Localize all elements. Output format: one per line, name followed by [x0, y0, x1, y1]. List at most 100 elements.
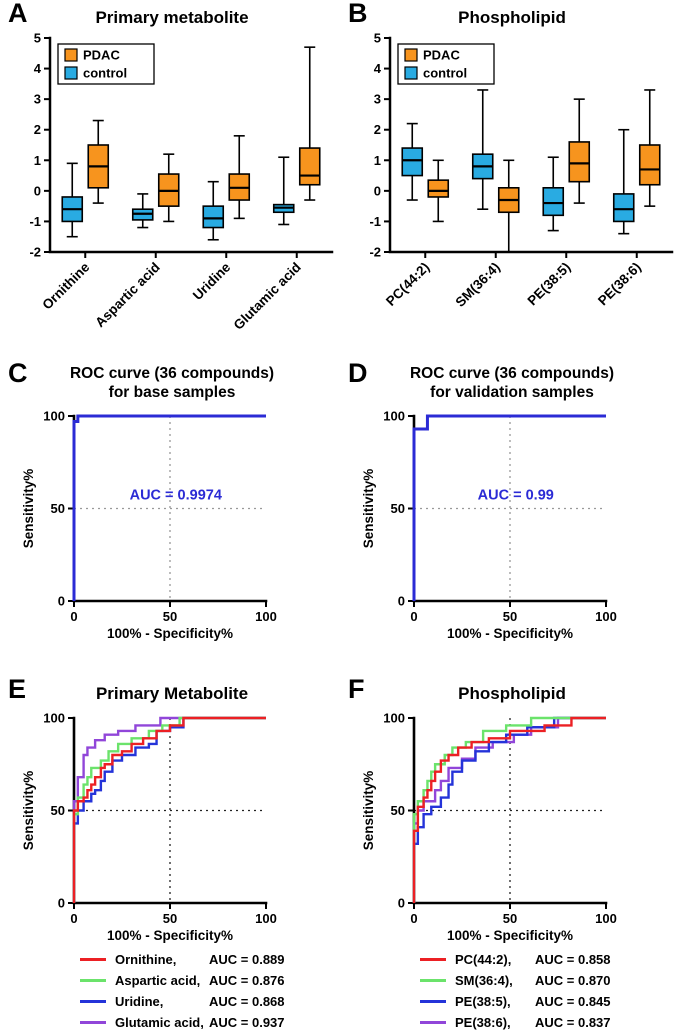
- svg-text:50: 50: [51, 803, 65, 818]
- roc-legend-compound-name: Ornithine,: [115, 952, 177, 967]
- panel-f-title: Phospholipid: [458, 684, 566, 703]
- svg-text:2: 2: [34, 122, 41, 137]
- roc-chart-base-samples: 0 50 100 0 50 100 100% - Specificity% Sensitivi…: [21, 409, 277, 642]
- svg-text:-2: -2: [369, 245, 381, 260]
- roc-legend-line-swatch: [420, 979, 446, 982]
- svg-text:Aspartic acid: Aspartic acid: [92, 260, 163, 331]
- svg-text:50: 50: [163, 609, 177, 624]
- roc-legend-line-swatch: [420, 1000, 446, 1003]
- panel-roc-phospholipid: F Phospholipid 0 50 100 0 50 100 100% - Specif…: [346, 674, 678, 1036]
- panel-f-label: F: [348, 674, 365, 704]
- svg-text:100: 100: [383, 409, 405, 424]
- panel-e-title: Primary Metabolite: [95, 684, 249, 703]
- panel-b-label: B: [348, 0, 368, 28]
- roc-legend-auc-value: AUC = 0.876: [209, 973, 285, 988]
- roc-legend-item: PE(38:6), AUC = 0.837: [420, 1015, 678, 1030]
- roc-chart-primary-metabolite: 0 50 100 0 50 100 100% - Specificity% Sensitivi…: [21, 711, 277, 944]
- svg-text:-1: -1: [29, 214, 41, 229]
- svg-text:Sensitivity%: Sensitivity%: [361, 469, 376, 549]
- panel-roc-primary-metabolite: E Primary Metabolite 0 50 100 0 50 100 100% - …: [6, 674, 338, 1036]
- svg-text:Sensitivity%: Sensitivity%: [21, 771, 36, 851]
- roc-legend-item: Uridine, AUC = 0.868: [80, 994, 338, 1009]
- svg-text:PDAC: PDAC: [423, 48, 460, 63]
- roc-legend-line-swatch: [80, 979, 106, 982]
- svg-text:50: 50: [391, 803, 405, 818]
- panel-phospholipid-box: B Phospholipid -2 -1 0 1 2 3 4 5 PC(44:2) SM(36:4…: [346, 0, 678, 354]
- svg-text:PE(38:6): PE(38:6): [595, 260, 644, 309]
- svg-text:5: 5: [374, 31, 381, 46]
- panel-e-legend: Ornithine, AUC = 0.889 Aspartic acid, AUC =…: [6, 952, 338, 1030]
- roc-legend-line-swatch: [80, 958, 106, 961]
- panel-b-title: Phospholipid: [458, 8, 566, 27]
- roc-legend-compound-name: PE(38:6),: [455, 1015, 511, 1030]
- svg-text:100: 100: [595, 609, 617, 624]
- roc-legend-compound-name: PC(44:2),: [455, 952, 512, 967]
- svg-text:Sensitivity%: Sensitivity%: [361, 771, 376, 851]
- roc-legend-line-swatch: [420, 958, 446, 961]
- panel-a-title: Primary metabolite: [95, 8, 249, 27]
- panel-e-label: E: [8, 674, 27, 704]
- panel-d-title-line2: for validation samples: [430, 384, 594, 401]
- roc-chart-validation-samples: 0 50 100 0 50 100 100% - Specificity% Sensitivi…: [361, 409, 617, 642]
- svg-text:100: 100: [255, 911, 277, 926]
- svg-text:100% - Specificity%: 100% - Specificity%: [107, 928, 233, 943]
- roc-legend-item: SM(36:4), AUC = 0.870: [420, 973, 678, 988]
- roc-legend-line-swatch: [80, 1021, 106, 1024]
- panel-a-label: A: [8, 0, 28, 28]
- roc-legend-compound-name: Uridine,: [115, 994, 164, 1009]
- roc-legend-auc-value: AUC = 0.889: [209, 952, 285, 967]
- roc-legend-compound-name: Aspartic acid,: [115, 973, 201, 988]
- roc-chart-phospholipid: 0 50 100 0 50 100 100% - Specificity% Sensitivi…: [361, 711, 617, 944]
- roc-legend-auc-value: AUC = 0.870: [535, 973, 611, 988]
- svg-text:AUC = 0.99: AUC = 0.99: [478, 487, 554, 503]
- svg-text:100: 100: [595, 911, 617, 926]
- panel-d-title: ROC curve (36 compounds) for validation …: [346, 364, 678, 402]
- svg-text:-1: -1: [369, 214, 381, 229]
- svg-text:0: 0: [70, 609, 77, 624]
- svg-text:1: 1: [374, 153, 381, 168]
- svg-text:PC(44:2): PC(44:2): [383, 260, 432, 309]
- svg-text:3: 3: [374, 92, 381, 107]
- svg-text:100% - Specificity%: 100% - Specificity%: [447, 626, 573, 641]
- svg-text:100% - Specificity%: 100% - Specificity%: [107, 626, 233, 641]
- roc-legend-auc-value: AUC = 0.858: [535, 952, 611, 967]
- roc-legend-auc-value: AUC = 0.868: [209, 994, 285, 1009]
- svg-text:50: 50: [51, 501, 65, 516]
- svg-text:1: 1: [34, 153, 41, 168]
- roc-legend-item: Glutamic acid, AUC = 0.937: [80, 1015, 338, 1030]
- svg-text:50: 50: [163, 911, 177, 926]
- roc-legend-auc-value: AUC = 0.937: [209, 1015, 285, 1030]
- svg-text:4: 4: [374, 61, 382, 76]
- svg-text:2: 2: [374, 122, 381, 137]
- svg-text:Glutamic acid: Glutamic acid: [231, 260, 304, 333]
- roc-legend-item: Ornithine, AUC = 0.889: [80, 952, 338, 967]
- roc-legend-line-swatch: [420, 1021, 446, 1024]
- svg-text:Uridine: Uridine: [190, 259, 234, 303]
- svg-text:100: 100: [383, 711, 405, 726]
- svg-text:3: 3: [34, 92, 41, 107]
- svg-text:Sensitivity%: Sensitivity%: [21, 469, 36, 549]
- svg-text:control: control: [83, 66, 127, 81]
- panel-c-title: ROC curve (36 compounds) for base sample…: [6, 364, 338, 402]
- svg-text:PDAC: PDAC: [83, 48, 120, 63]
- svg-text:0: 0: [398, 896, 405, 911]
- panel-roc-validation-samples: D ROC curve (36 compounds) for validatio…: [346, 358, 678, 664]
- svg-text:control: control: [423, 66, 467, 81]
- svg-text:0: 0: [34, 183, 41, 198]
- svg-text:50: 50: [503, 609, 517, 624]
- panel-c-label: C: [8, 358, 28, 388]
- svg-text:PE(38:5): PE(38:5): [525, 260, 574, 309]
- svg-text:0: 0: [398, 594, 405, 609]
- svg-text:Ornithine: Ornithine: [39, 259, 92, 312]
- panel-d-title-line1: ROC curve (36 compounds): [409, 365, 615, 382]
- svg-text:100: 100: [43, 409, 65, 424]
- svg-text:5: 5: [34, 31, 41, 46]
- roc-legend-item: Aspartic acid, AUC = 0.876: [80, 973, 338, 988]
- svg-text:0: 0: [58, 594, 65, 609]
- panel-f-legend: PC(44:2), AUC = 0.858 SM(36:4), AUC = 0.870…: [346, 952, 678, 1030]
- roc-legend-compound-name: PE(38:5),: [455, 994, 511, 1009]
- panel-c-title-line1: ROC curve (36 compounds): [69, 365, 275, 382]
- panel-d-label: D: [348, 358, 368, 388]
- svg-text:100: 100: [255, 609, 277, 624]
